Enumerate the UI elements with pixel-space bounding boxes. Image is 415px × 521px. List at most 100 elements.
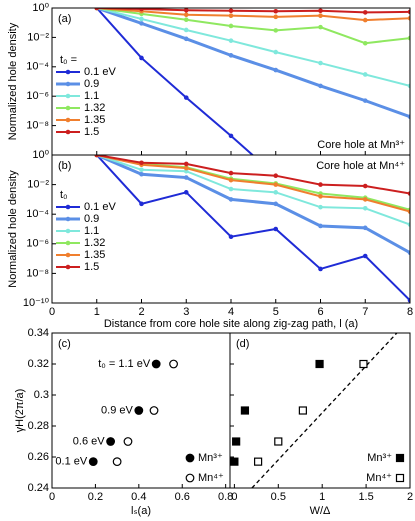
data-point [273, 190, 279, 195]
panel: 0 0.5 1 1.5 2 (d) W/Δ Mn³⁺ Mn⁴⁺ [229, 332, 413, 517]
data-point [362, 206, 368, 211]
data-point [362, 40, 368, 46]
legend-marker [65, 117, 71, 123]
panel-frame [51, 154, 411, 304]
data-point [183, 190, 189, 195]
legend-marker [65, 228, 71, 234]
data-point [139, 55, 144, 61]
legend-marker [65, 264, 71, 270]
data-point [151, 359, 161, 369]
legend-marker [65, 129, 71, 135]
legend-marker [185, 453, 195, 463]
data-point [318, 182, 323, 187]
legend-marker [395, 453, 405, 463]
data-point [228, 53, 234, 58]
y-axis-label: Normalized hole density [7, 22, 19, 140]
legend-marker [65, 216, 71, 222]
y-tick-label: 0.34 [28, 327, 49, 339]
legend-label: 0.9 [84, 213, 99, 225]
x-tick-label: 3 [183, 306, 189, 318]
x-axis-label: W/Δ [310, 505, 331, 517]
legend-label: Mn³⁺ [198, 452, 223, 464]
data-point [407, 15, 410, 21]
x-tick-label: 1 [94, 306, 100, 318]
series-line [96, 155, 410, 255]
data-point [139, 21, 144, 26]
x-axis-label: Distance from core hole site along zig-z… [104, 318, 358, 330]
series-line [96, 8, 410, 87]
series-line [96, 155, 410, 195]
data-point [183, 8, 189, 13]
data-point [407, 209, 410, 214]
data-point [362, 72, 368, 77]
y-tick-label: 10⁰ [32, 2, 49, 14]
plot-area [230, 333, 398, 488]
x-tick-label: 0 [231, 491, 237, 503]
data-point [139, 201, 144, 207]
point-label: 0.1 eV [55, 456, 87, 468]
plot-area [94, 155, 410, 303]
legend-label: 0.1 eV [84, 201, 116, 213]
legend-title: t₀ = [60, 54, 77, 66]
legend-label: Mn⁴⁺ [198, 472, 224, 484]
data-point [94, 8, 100, 11]
data-point [139, 8, 144, 12]
data-point [228, 38, 234, 43]
data-point [106, 437, 116, 446]
x-tick-label: 5 [273, 306, 279, 318]
x-tick-label: 0.5 [271, 491, 286, 503]
data-point [407, 191, 410, 196]
legend-marker [65, 69, 71, 75]
data-point [362, 197, 368, 202]
data-point [228, 8, 234, 14]
data-point [273, 226, 279, 232]
data-point [273, 14, 279, 20]
legend-label: 0.9 [84, 78, 99, 90]
data-point [318, 204, 323, 210]
legend-label: 1.32 [84, 102, 105, 114]
data-point [183, 95, 189, 100]
data-point [407, 222, 410, 227]
series-line [96, 8, 410, 119]
panel-label: (c) [58, 338, 71, 350]
panel-label: (b) [58, 160, 71, 172]
y-tick-label: 10⁻² [27, 179, 49, 191]
panel-frame [229, 332, 411, 489]
data-point [407, 9, 410, 15]
legend-label: 1.35 [84, 114, 105, 126]
legend-label: 1.5 [84, 126, 99, 138]
data-point [273, 182, 279, 187]
data-point [318, 24, 323, 30]
legend-marker [65, 204, 71, 210]
x-tick-label: 0 [49, 306, 55, 318]
y-tick-label: 0.32 [28, 358, 49, 370]
legend-marker [65, 81, 71, 87]
fit-line [251, 333, 398, 488]
data-point [112, 457, 122, 467]
data-point [407, 83, 410, 89]
y-axis-label: Normalized hole density [7, 170, 19, 288]
legend-label: Mn⁴⁺ [366, 472, 392, 484]
panel: 0.24 0.26 0.28 0.3 0.32 0.34 0 0.2 0.4 0.6 0.8 (c) γ… [14, 327, 233, 517]
panel-label: (d) [236, 338, 249, 350]
y-tick-label: 0.26 [28, 451, 49, 463]
y-axis-label: γH(2π/a) [14, 389, 26, 433]
data-point [274, 437, 283, 446]
data-point [183, 161, 189, 167]
data-point [228, 234, 234, 240]
x-tick-label: 8 [407, 306, 413, 318]
data-point [183, 36, 189, 42]
data-point [318, 194, 323, 199]
data-point [94, 155, 100, 158]
legend-label: 1.5 [84, 261, 99, 273]
series-line [96, 8, 255, 155]
data-point [123, 437, 133, 446]
data-point [407, 250, 410, 256]
data-point [273, 28, 279, 33]
data-point [273, 49, 279, 55]
data-point [149, 406, 159, 415]
data-point [183, 12, 189, 18]
x-tick-label: 7 [362, 306, 368, 318]
data-point [359, 359, 368, 369]
